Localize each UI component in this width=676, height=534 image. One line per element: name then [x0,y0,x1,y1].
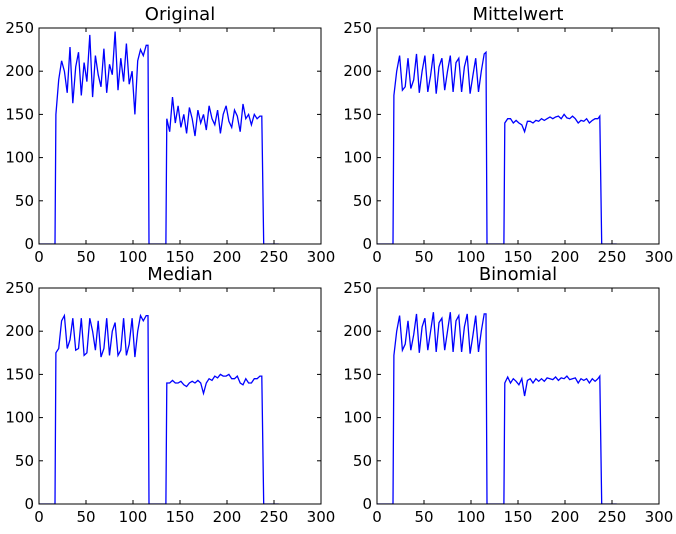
x-tick-label: 250 [598,248,627,266]
x-tick-label: 100 [457,508,486,526]
y-tick-label: 250 [5,19,34,37]
x-tick-label: 250 [598,508,627,526]
plot-area [377,312,617,504]
subplot: Mittelwert 0 50 100 150 200 250 300 0 50 100 150 200… [343,4,673,266]
x-tick-label: 0 [34,508,44,526]
axes-frame [376,27,660,245]
x-tick-label: 100 [119,508,148,526]
x-tick-label: 150 [166,248,195,266]
x-tick-label: 200 [213,508,242,526]
subplot-title: Median [147,264,212,285]
data-line [39,31,279,244]
x-tick-label: 50 [414,508,433,526]
x-tick-label: 0 [372,248,382,266]
x-tick-label: 50 [76,508,95,526]
y-tick-label: 100 [343,149,372,167]
y-tick-label: 100 [5,149,34,167]
y-tick-label: 50 [15,192,34,210]
y-tick-label: 250 [343,19,372,37]
axes-frame [38,287,322,505]
subplot-title: Original [145,4,215,25]
subplot-title: Binomial [479,264,557,285]
y-tick-label: 200 [5,322,34,340]
x-tick-label: 300 [307,248,336,266]
x-tick-label: 250 [260,508,289,526]
x-tick-label: 250 [260,248,289,266]
y-tick-label: 150 [343,365,372,383]
data-line [377,312,617,504]
x-tick-label: 300 [307,508,336,526]
x-tick-label: 0 [372,508,382,526]
y-tick-label: 250 [5,279,34,297]
x-tick-label: 50 [414,248,433,266]
y-tick-label: 100 [5,409,34,427]
x-tick-label: 200 [213,248,242,266]
x-tick-label: 0 [34,248,44,266]
y-tick-label: 200 [5,62,34,80]
y-tick-label: 100 [343,409,372,427]
y-tick-label: 150 [5,105,34,123]
x-tick-label: 150 [504,508,533,526]
axes-frame [38,27,322,245]
x-tick-label: 100 [457,248,486,266]
plot-area [377,50,617,244]
y-tick-label: 0 [362,495,372,513]
subplot: Original 0 50 100 150 200 250 300 0 50 100 150 200 25… [5,4,335,266]
y-tick-label: 150 [343,105,372,123]
x-tick-label: 300 [645,248,674,266]
x-tick-label: 150 [504,248,533,266]
y-tick-label: 200 [343,62,372,80]
y-tick-label: 200 [343,322,372,340]
y-tick-label: 250 [343,279,372,297]
plot-area [39,31,279,244]
y-tick-label: 50 [15,452,34,470]
y-tick-label: 50 [353,452,372,470]
y-tick-label: 0 [362,235,372,253]
axes-frame [376,287,660,505]
subplot-title: Mittelwert [473,4,564,25]
data-line [377,50,617,244]
y-tick-label: 0 [24,495,34,513]
x-tick-label: 200 [551,248,580,266]
y-tick-label: 0 [24,235,34,253]
x-tick-label: 50 [76,248,95,266]
x-tick-label: 150 [166,508,195,526]
x-tick-label: 300 [645,508,674,526]
y-tick-label: 150 [5,365,34,383]
y-tick-label: 50 [353,192,372,210]
x-tick-label: 200 [551,508,580,526]
subplot: Binomial 0 50 100 150 200 250 300 0 50 100 150 200 25… [343,264,673,526]
data-line [39,313,279,504]
plot-area [39,313,279,504]
x-tick-label: 100 [119,248,148,266]
subplot: Median 0 50 100 150 200 250 300 0 50 100 150 200 250 [5,264,335,526]
